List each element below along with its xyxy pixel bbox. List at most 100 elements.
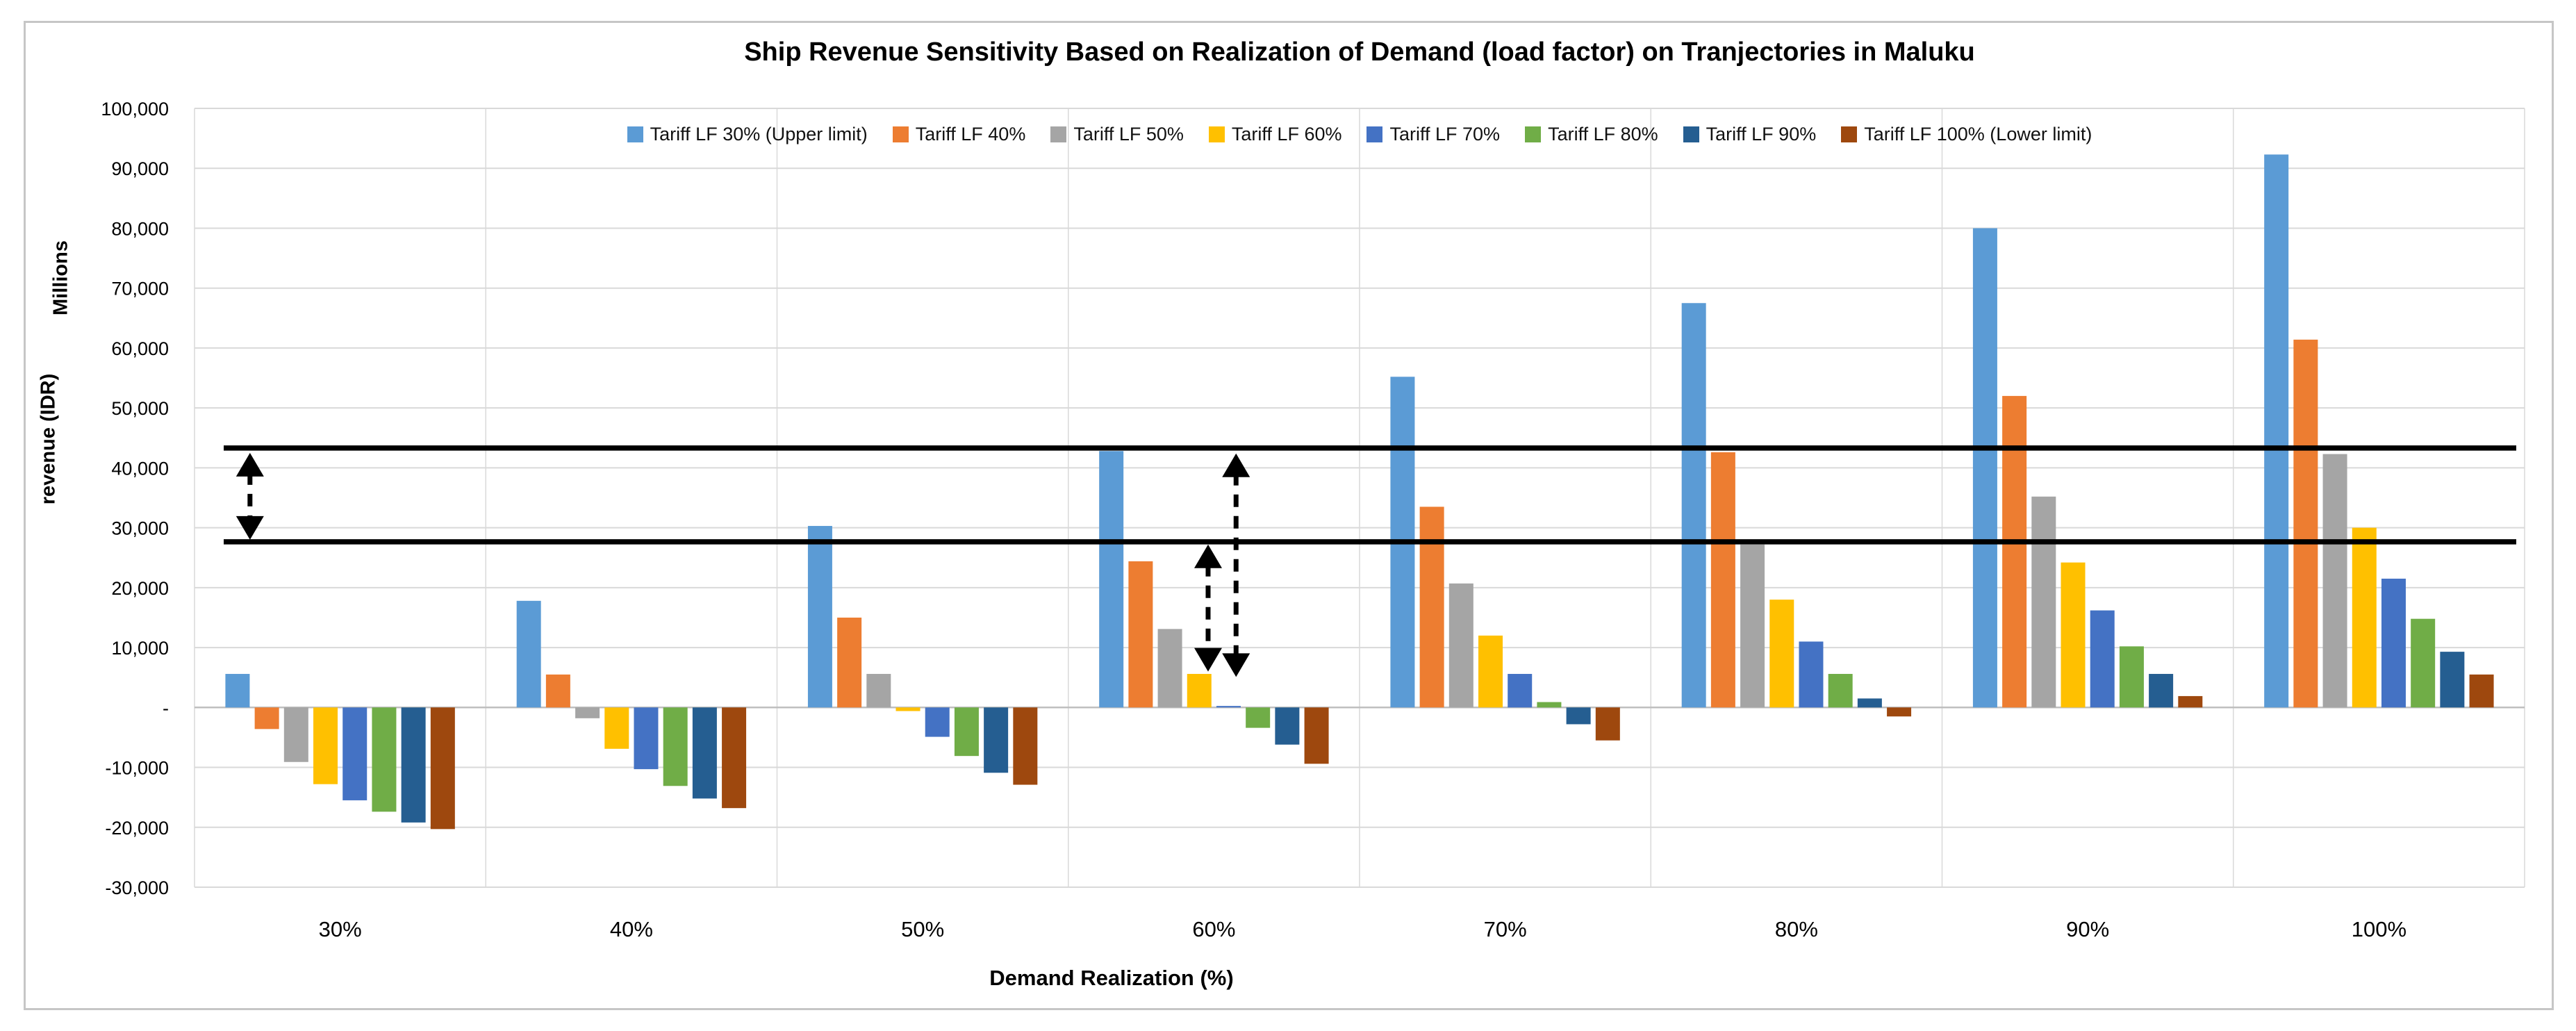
legend-label: Tariff LF 50%: [1073, 124, 1184, 145]
bar-tariff-lf-30-upper-limit--40%: [516, 600, 541, 708]
gap-arrow-upper: [1222, 453, 1250, 677]
legend-item-6: Tariff LF 80%: [1525, 124, 1658, 145]
arrowhead-down: [236, 516, 264, 540]
bar-tariff-lf-40--70%: [1419, 506, 1444, 708]
legend-item-5: Tariff LF 70%: [1367, 124, 1500, 145]
bar-tariff-lf-60--60%: [1187, 674, 1212, 708]
x-tick-label: 50%: [901, 917, 944, 941]
bar-tariff-lf-30-upper-limit--90%: [1972, 228, 1997, 708]
bar-tariff-lf-60--40%: [604, 707, 629, 749]
chart-title: Ship Revenue Sensitivity Based on Realiz…: [744, 38, 1975, 67]
bar-tariff-lf-50--70%: [1448, 583, 1473, 708]
bar-tariff-lf-60--30%: [313, 707, 338, 784]
y-tick-label: -10,000: [105, 758, 169, 779]
bar-tariff-lf-40--40%: [545, 674, 570, 708]
bar-tariff-lf-100-lower-limit--100%: [2469, 674, 2494, 708]
bar-tariff-lf-30-upper-limit--60%: [1099, 451, 1124, 708]
legend-swatch-icon: [627, 126, 643, 142]
bar-tariff-lf-80--100%: [2411, 618, 2436, 708]
legend-item-4: Tariff LF 60%: [1208, 124, 1342, 145]
bar-tariff-lf-90--50%: [984, 707, 1009, 773]
range-arrow-left: [236, 452, 264, 540]
legend-label: Tariff LF 60%: [1231, 124, 1342, 145]
y-tick-label: 30,000: [111, 518, 169, 539]
bar-tariff-lf-40--30%: [254, 707, 279, 729]
bar-tariff-lf-90--90%: [2149, 674, 2174, 708]
bar-tariff-lf-40--50%: [837, 617, 862, 708]
bar-tariff-lf-70--50%: [925, 707, 950, 737]
bar-tariff-lf-50--100%: [2322, 454, 2347, 708]
bar-tariff-lf-90--30%: [401, 707, 426, 823]
bar-tariff-lf-30-upper-limit--50%: [807, 526, 832, 708]
bar-tariff-lf-60--70%: [1478, 635, 1503, 708]
x-tick-label: 30%: [319, 917, 362, 941]
bar-tariff-lf-40--100%: [2293, 339, 2318, 708]
legend-item-2: Tariff LF 40%: [892, 124, 1026, 145]
bar-tariff-lf-80--30%: [372, 707, 397, 812]
bar-tariff-lf-90--60%: [1275, 707, 1300, 745]
y-tick-label: 20,000: [111, 578, 169, 599]
y-axis-title: revenue (IDR): [37, 373, 60, 505]
y-tick-label: 80,000: [111, 218, 169, 239]
x-tick-label: 70%: [1484, 917, 1527, 941]
bar-tariff-lf-80--40%: [663, 707, 688, 786]
legend-item-3: Tariff LF 50%: [1050, 124, 1184, 145]
y-tick-label: 10,000: [111, 638, 169, 659]
legend-label: Tariff LF 90%: [1706, 124, 1817, 145]
bar-tariff-lf-50--50%: [866, 674, 891, 708]
arrowhead-up: [1194, 544, 1222, 568]
legend-swatch-icon: [1050, 126, 1067, 142]
bar-tariff-lf-100-lower-limit--30%: [430, 707, 455, 830]
legend-swatch-icon: [892, 126, 909, 142]
x-tick-label: 80%: [1775, 917, 1818, 941]
bar-tariff-lf-70--60%: [1216, 706, 1241, 708]
bar-tariff-lf-70--70%: [1508, 674, 1533, 708]
bar-tariff-lf-70--30%: [342, 707, 368, 800]
legend-swatch-icon: [1525, 126, 1542, 142]
bar-tariff-lf-50--30%: [283, 707, 308, 762]
y-tick-label: 100,000: [101, 99, 169, 119]
y-tick-label: -: [163, 698, 169, 718]
arrowhead-down: [1222, 653, 1250, 677]
chart-outer-border: [24, 21, 2554, 1010]
chart-legend: Tariff LF 30% (Upper limit) Tariff LF 40%…: [195, 124, 2525, 145]
bar-tariff-lf-70--100%: [2381, 578, 2406, 708]
bar-tariff-lf-50--60%: [1157, 629, 1182, 708]
y-tick-label: 70,000: [111, 279, 169, 299]
bar-tariff-lf-60--100%: [2352, 527, 2377, 708]
bar-tariff-lf-70--90%: [2090, 610, 2115, 708]
bar-tariff-lf-90--40%: [692, 707, 717, 799]
legend-label: Tariff LF 40%: [915, 124, 1026, 145]
x-axis-title: Demand Realization (%): [989, 966, 1234, 990]
bar-tariff-lf-80--90%: [2119, 646, 2144, 708]
bar-tariff-lf-30-upper-limit--30%: [225, 674, 250, 708]
legend-swatch-icon: [1841, 126, 1858, 142]
bar-tariff-lf-100-lower-limit--90%: [2178, 695, 2203, 708]
bar-tariff-lf-100-lower-limit--40%: [722, 707, 747, 809]
bar-tariff-lf-90--80%: [1857, 698, 1882, 708]
bar-tariff-lf-100-lower-limit--80%: [1887, 707, 1912, 717]
bar-tariff-lf-30-upper-limit--100%: [2264, 154, 2289, 708]
arrowhead-up: [236, 452, 264, 477]
legend-label: Tariff LF 70%: [1389, 124, 1501, 145]
legend-swatch-icon: [1683, 126, 1699, 142]
bar-tariff-lf-100-lower-limit--70%: [1595, 707, 1620, 741]
legend-item-8: Tariff LF 100% (Lower limit): [1841, 124, 2092, 145]
legend-item-7: Tariff LF 90%: [1683, 124, 1817, 145]
bar-tariff-lf-50--80%: [1740, 544, 1765, 708]
x-tick-label: 40%: [610, 917, 653, 941]
gap-arrow-lower: [1194, 544, 1222, 672]
legend-item-1: Tariff LF 30% (Upper limit): [627, 124, 868, 145]
bar-tariff-lf-40--80%: [1710, 452, 1735, 708]
bar-tariff-lf-50--90%: [2031, 496, 2056, 708]
bar-tariff-lf-40--60%: [1128, 561, 1153, 708]
bar-tariff-lf-100-lower-limit--50%: [1013, 707, 1038, 785]
bar-tariff-lf-80--70%: [1537, 702, 1562, 708]
bar-tariff-lf-90--70%: [1566, 707, 1591, 725]
y-tick-label: 40,000: [111, 458, 169, 479]
bar-tariff-lf-60--50%: [895, 707, 920, 711]
bar-tariff-lf-100-lower-limit--60%: [1304, 707, 1329, 764]
y-tick-label: -20,000: [105, 818, 169, 839]
y-tick-label: 60,000: [111, 338, 169, 359]
